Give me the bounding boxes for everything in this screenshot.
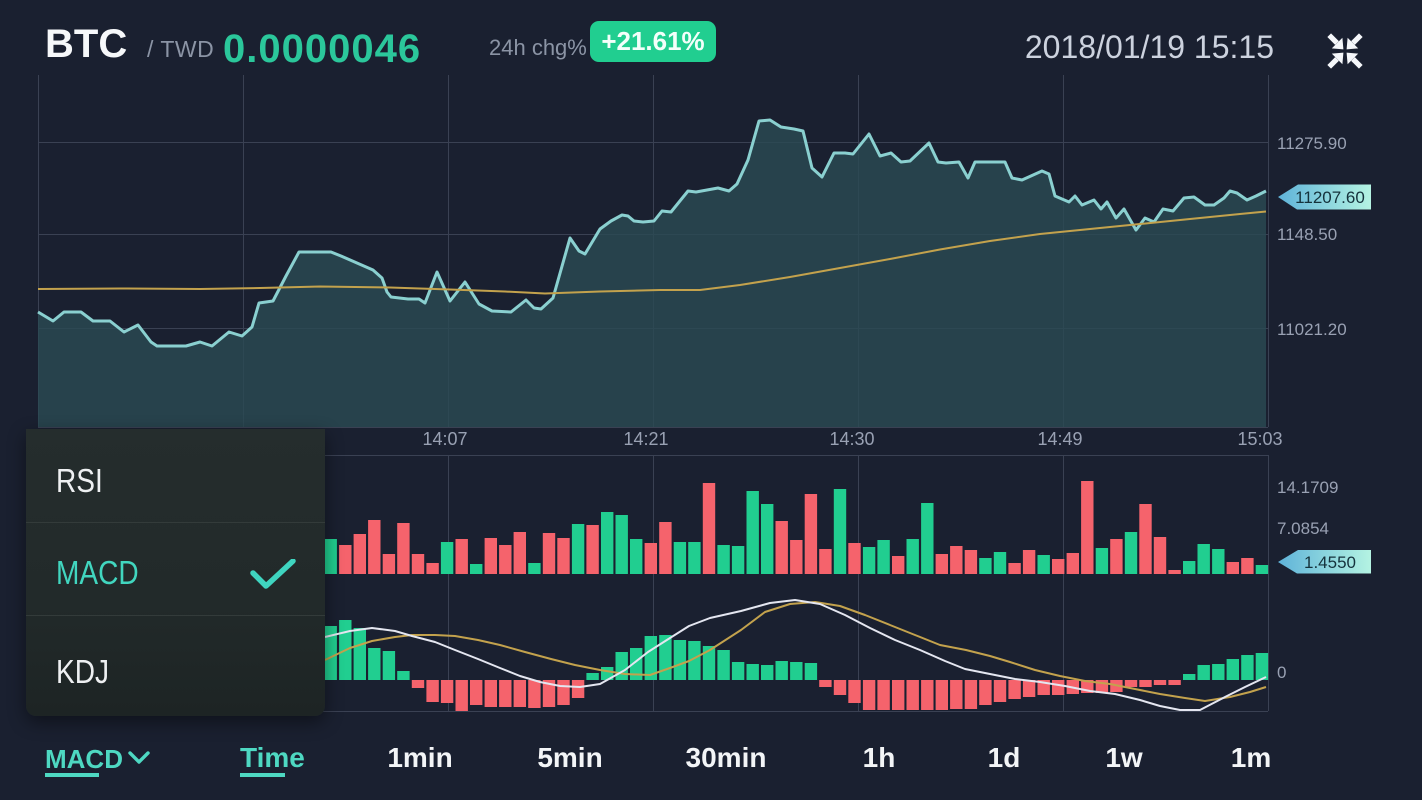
svg-text:14:07: 14:07 — [422, 429, 467, 449]
svg-text:11021.20: 11021.20 — [1277, 320, 1347, 339]
svg-text:1.4550: 1.4550 — [1304, 553, 1356, 572]
svg-text:11207.60: 11207.60 — [1295, 188, 1365, 207]
svg-text:14:21: 14:21 — [623, 429, 668, 449]
svg-text:14:49: 14:49 — [1037, 429, 1082, 449]
svg-text:14:30: 14:30 — [829, 429, 874, 449]
svg-text:15:03: 15:03 — [1237, 429, 1282, 449]
svg-text:14.1709: 14.1709 — [1277, 478, 1338, 497]
svg-text:1148.50: 1148.50 — [1277, 225, 1337, 244]
svg-text:7.0854: 7.0854 — [1277, 519, 1329, 538]
svg-text:11275.90: 11275.90 — [1277, 134, 1347, 153]
svg-text:0: 0 — [1277, 663, 1286, 682]
